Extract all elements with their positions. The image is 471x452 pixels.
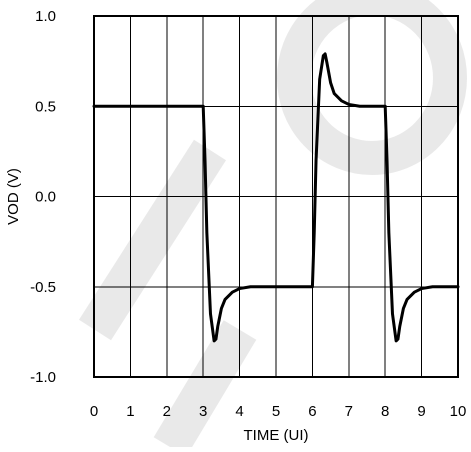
x-tick-label: 9 (417, 403, 425, 420)
y-tick-label: 0.5 (35, 98, 56, 115)
y-tick-label: 1.0 (35, 8, 56, 25)
y-tick-label: 0.0 (35, 189, 56, 206)
y-tick-label: -1.0 (30, 369, 56, 386)
x-tick-label: 1 (126, 403, 134, 420)
x-axis-title: TIME (UI) (244, 427, 309, 444)
y-axis-title: VOD (V) (5, 168, 22, 225)
series-layer (92, 52, 460, 343)
x-tick-label: 8 (381, 403, 389, 420)
x-tick-label: 10 (450, 403, 467, 420)
watermark-stroke (78, 139, 227, 341)
x-axis-tick-labels: 0 1 2 3 4 5 6 7 8 9 10 (90, 403, 467, 420)
plot-area-frame (93, 15, 459, 378)
x-tick-label: 5 (272, 403, 280, 420)
x-tick-label: 3 (199, 403, 207, 420)
x-tick-label: 7 (345, 403, 353, 420)
watermark-stroke (153, 320, 257, 452)
gridlines (93, 15, 459, 378)
waveform-line (92, 52, 460, 343)
y-axis-tick-labels: 1.0 0.5 0.0 -0.5 -1.0 (30, 8, 56, 386)
x-tick-label: 6 (308, 403, 316, 420)
watermark-ring (277, 0, 467, 175)
x-tick-label: 0 (90, 403, 98, 420)
y-tick-label: -0.5 (30, 279, 56, 296)
watermark (78, 0, 467, 452)
x-tick-label: 4 (235, 403, 243, 420)
x-tick-label: 2 (163, 403, 171, 420)
